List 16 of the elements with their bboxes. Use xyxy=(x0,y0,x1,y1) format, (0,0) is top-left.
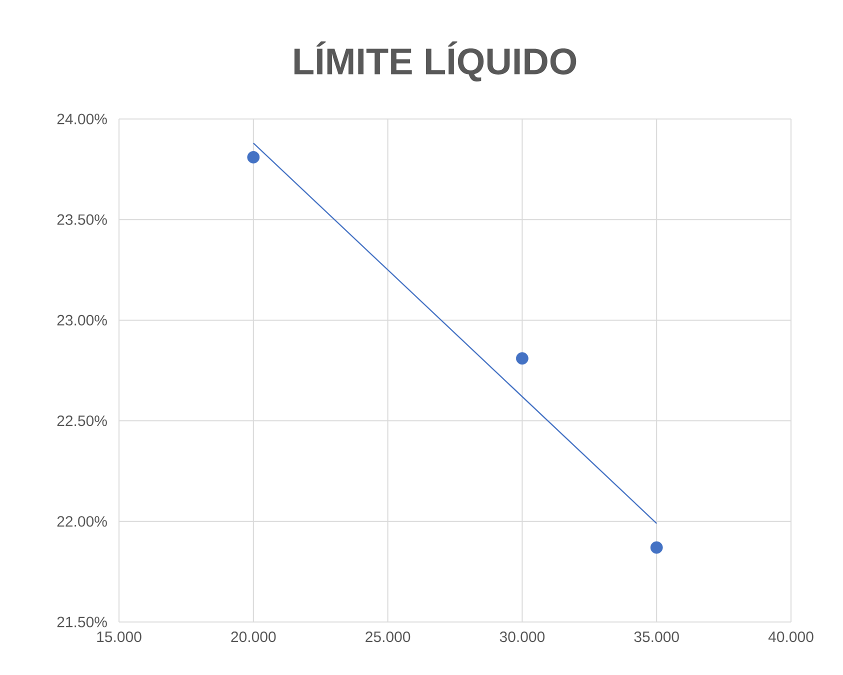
x-tick-label: 25.000 xyxy=(366,632,410,642)
point xyxy=(650,541,663,554)
y-tick-label: 22.00% xyxy=(57,516,107,527)
x-tick-label: 30.000 xyxy=(500,632,545,642)
x-tick-label: 20.000 xyxy=(231,632,276,642)
y-tick-label: 22.50% xyxy=(57,415,107,426)
x-tick-label: 15.000 xyxy=(97,632,142,642)
y-tick-label: 21.50% xyxy=(57,616,107,628)
y-tick-label: 23.00% xyxy=(57,314,107,326)
x-tick-label: 35.000 xyxy=(634,632,679,642)
y-tick-label: 24.00% xyxy=(57,114,107,124)
chart-title: LÍMITE LÍQUIDO xyxy=(294,41,576,82)
x-tick-label: 40.000 xyxy=(768,632,814,642)
point xyxy=(516,352,528,365)
y-tick-label: 23.50% xyxy=(57,214,107,225)
point xyxy=(247,151,260,164)
